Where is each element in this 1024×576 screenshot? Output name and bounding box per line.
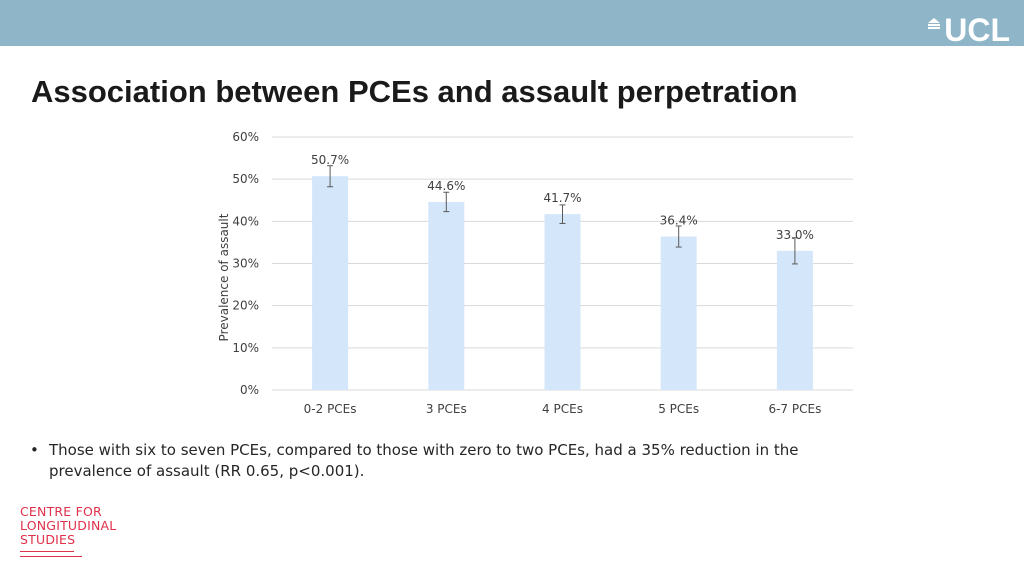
bar xyxy=(776,250,813,390)
bar xyxy=(544,214,581,390)
data-label: 36.4% xyxy=(660,214,698,228)
data-label: 44.6% xyxy=(427,179,465,193)
y-tick-label: 50% xyxy=(232,172,259,186)
x-tick-label: 6-7 PCEs xyxy=(768,402,821,416)
bullet-item: • Those with six to seven PCEs, compared… xyxy=(30,440,850,482)
cls-logo-line-2: LONGITUDINAL xyxy=(20,518,117,533)
bar xyxy=(428,201,465,390)
cls-logo-line-3: STUDIES xyxy=(20,532,76,547)
portico-icon xyxy=(928,18,941,29)
bar xyxy=(660,236,697,390)
cls-logo-line-1: CENTRE FOR xyxy=(20,504,102,519)
y-tick-label: 10% xyxy=(232,341,259,355)
bar xyxy=(312,176,349,390)
y-tick-label: 40% xyxy=(232,214,259,228)
page-title: Association between PCEs and assault per… xyxy=(31,74,798,109)
top-banner: UCL xyxy=(0,0,1024,46)
y-tick-label: 20% xyxy=(232,299,259,313)
x-tick-label: 4 PCEs xyxy=(542,402,583,416)
data-label: 50.7% xyxy=(311,153,349,167)
y-tick-label: 30% xyxy=(232,257,259,271)
bullet-list: • Those with six to seven PCEs, compared… xyxy=(30,440,850,482)
bullet-text: Those with six to seven PCEs, compared t… xyxy=(49,441,799,480)
bar-chart: 0% 10% 20% 30% 40% 50% 60% Prevalence of assaul… xyxy=(200,125,870,425)
ucl-wordmark: UCL xyxy=(944,12,1010,48)
chart-svg: 0% 10% 20% 30% 40% 50% 60% Prevalence of assaul… xyxy=(217,130,853,416)
bullet-dot: • xyxy=(30,441,39,459)
y-tick-label: 60% xyxy=(232,130,259,144)
x-tick-label: 0-2 PCEs xyxy=(304,402,357,416)
data-label: 41.7% xyxy=(543,191,581,205)
x-tick-label: 5 PCEs xyxy=(658,402,699,416)
x-tick-label: 3 PCEs xyxy=(426,402,467,416)
y-tick-label: 0% xyxy=(240,383,259,397)
ucl-logo: UCL xyxy=(928,14,1010,46)
cls-logo: CENTRE FOR LONGITUDINAL STUDIES xyxy=(20,505,130,557)
data-label: 33.0% xyxy=(776,228,814,242)
cls-logo-rule xyxy=(20,551,74,552)
y-axis-title: Prevalence of assault xyxy=(217,213,231,341)
cls-logo-rule xyxy=(20,556,82,557)
